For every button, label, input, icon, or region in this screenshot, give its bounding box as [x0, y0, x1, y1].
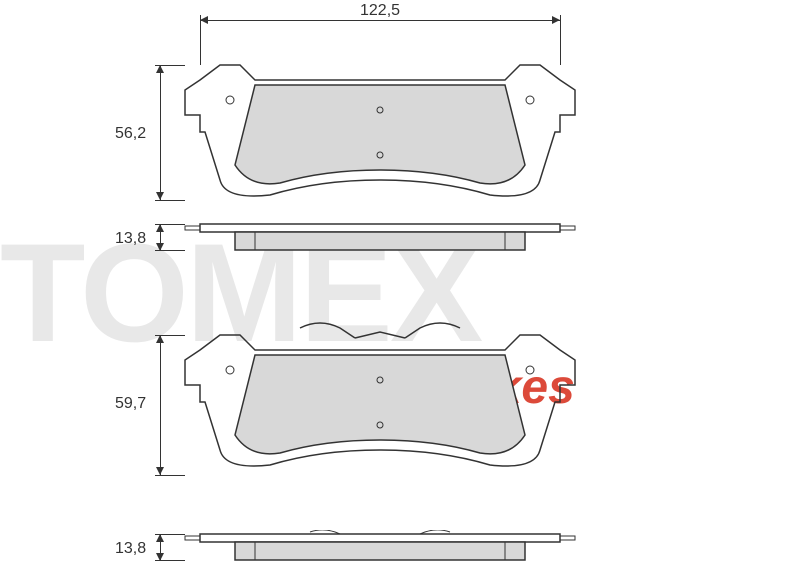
arrow-icon: [200, 16, 208, 24]
arrow-icon: [156, 467, 164, 475]
dim-width-label: 122,5: [360, 2, 400, 20]
dim-thick-lower-label: 13,8: [115, 540, 146, 558]
dim-height-lower-label: 59,7: [115, 395, 146, 413]
technical-drawing: 122,5 56,2 13,8: [0, 0, 786, 585]
lower-pad-side-view: [180, 530, 580, 570]
dim-line-height-lower: [160, 335, 161, 475]
arrow-icon: [156, 335, 164, 343]
arrow-icon: [156, 224, 164, 232]
ext-line: [200, 15, 201, 65]
upper-pad-front-view: [180, 60, 580, 210]
lower-pad-front-view: [180, 320, 580, 480]
arrow-icon: [156, 534, 164, 542]
upper-pad-side-view: [180, 220, 580, 260]
arrow-icon: [156, 192, 164, 200]
dim-line-width: [200, 20, 560, 21]
arrow-icon: [156, 65, 164, 73]
dim-line-height-upper: [160, 65, 161, 200]
dim-height-upper-label: 56,2: [115, 125, 146, 143]
dim-thick-upper-label: 13,8: [115, 230, 146, 248]
ext-line: [560, 15, 561, 65]
arrow-icon: [552, 16, 560, 24]
